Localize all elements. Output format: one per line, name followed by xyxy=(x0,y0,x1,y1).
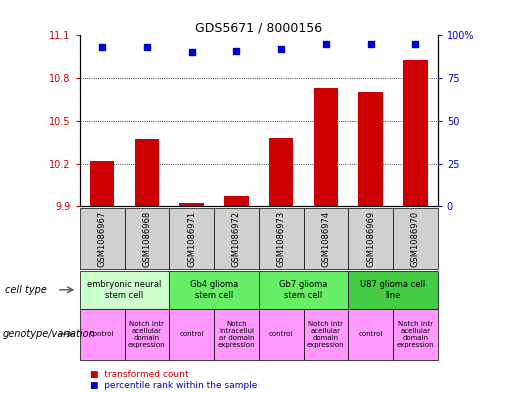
Bar xyxy=(269,138,294,206)
Text: genotype/variation: genotype/variation xyxy=(3,329,95,339)
Title: GDS5671 / 8000156: GDS5671 / 8000156 xyxy=(195,21,322,34)
Text: ■  transformed count: ■ transformed count xyxy=(90,370,188,378)
Text: GSM1086970: GSM1086970 xyxy=(411,211,420,267)
Bar xyxy=(80,309,125,360)
Text: GSM1086971: GSM1086971 xyxy=(187,211,196,267)
Bar xyxy=(169,271,259,309)
Text: control: control xyxy=(358,331,383,337)
Bar xyxy=(303,309,348,360)
Text: GSM1086972: GSM1086972 xyxy=(232,211,241,267)
Text: GSM1086967: GSM1086967 xyxy=(98,211,107,267)
Bar xyxy=(403,60,427,206)
Point xyxy=(232,48,241,54)
Bar xyxy=(259,208,303,269)
Text: Notch intr
acellular
domain
expression: Notch intr acellular domain expression xyxy=(128,321,166,347)
Text: control: control xyxy=(90,331,114,337)
Text: Notch intr
acellular
domain
expression: Notch intr acellular domain expression xyxy=(397,321,434,347)
Point xyxy=(98,44,106,50)
Text: Notch
intracellul
ar domain
expression: Notch intracellul ar domain expression xyxy=(218,321,255,347)
Text: ■  percentile rank within the sample: ■ percentile rank within the sample xyxy=(90,382,258,390)
Bar xyxy=(348,309,393,360)
Bar xyxy=(358,92,383,206)
Text: GSM1086973: GSM1086973 xyxy=(277,211,286,267)
Text: Gb7 glioma
stem cell: Gb7 glioma stem cell xyxy=(279,280,328,299)
Bar xyxy=(179,204,204,206)
Bar xyxy=(348,271,438,309)
Bar xyxy=(393,208,438,269)
Text: embryonic neural
stem cell: embryonic neural stem cell xyxy=(88,280,162,299)
Bar xyxy=(314,88,338,206)
Bar xyxy=(125,208,169,269)
Text: GSM1086974: GSM1086974 xyxy=(321,211,331,267)
Bar xyxy=(80,208,125,269)
Bar xyxy=(125,309,169,360)
Bar xyxy=(348,208,393,269)
Point xyxy=(322,41,330,47)
Text: cell type: cell type xyxy=(5,285,47,295)
Text: control: control xyxy=(180,331,204,337)
Point xyxy=(143,44,151,50)
Bar xyxy=(224,196,249,206)
Bar xyxy=(214,208,259,269)
Text: U87 glioma cell
line: U87 glioma cell line xyxy=(360,280,425,299)
Point xyxy=(187,49,196,55)
Text: GSM1086968: GSM1086968 xyxy=(143,211,151,267)
Point xyxy=(277,46,285,52)
Point xyxy=(367,41,375,47)
Text: Gb4 glioma
stem cell: Gb4 glioma stem cell xyxy=(190,280,238,299)
Text: Notch intr
acellular
domain
expression: Notch intr acellular domain expression xyxy=(307,321,345,347)
Bar xyxy=(169,208,214,269)
Text: GSM1086969: GSM1086969 xyxy=(366,211,375,267)
Bar xyxy=(393,309,438,360)
Bar xyxy=(80,271,169,309)
Text: control: control xyxy=(269,331,294,337)
Bar xyxy=(169,309,214,360)
Bar xyxy=(134,140,159,206)
Bar xyxy=(259,309,303,360)
Bar xyxy=(90,161,114,206)
Bar xyxy=(214,309,259,360)
Bar xyxy=(303,208,348,269)
Bar xyxy=(259,271,348,309)
Point xyxy=(411,41,420,47)
